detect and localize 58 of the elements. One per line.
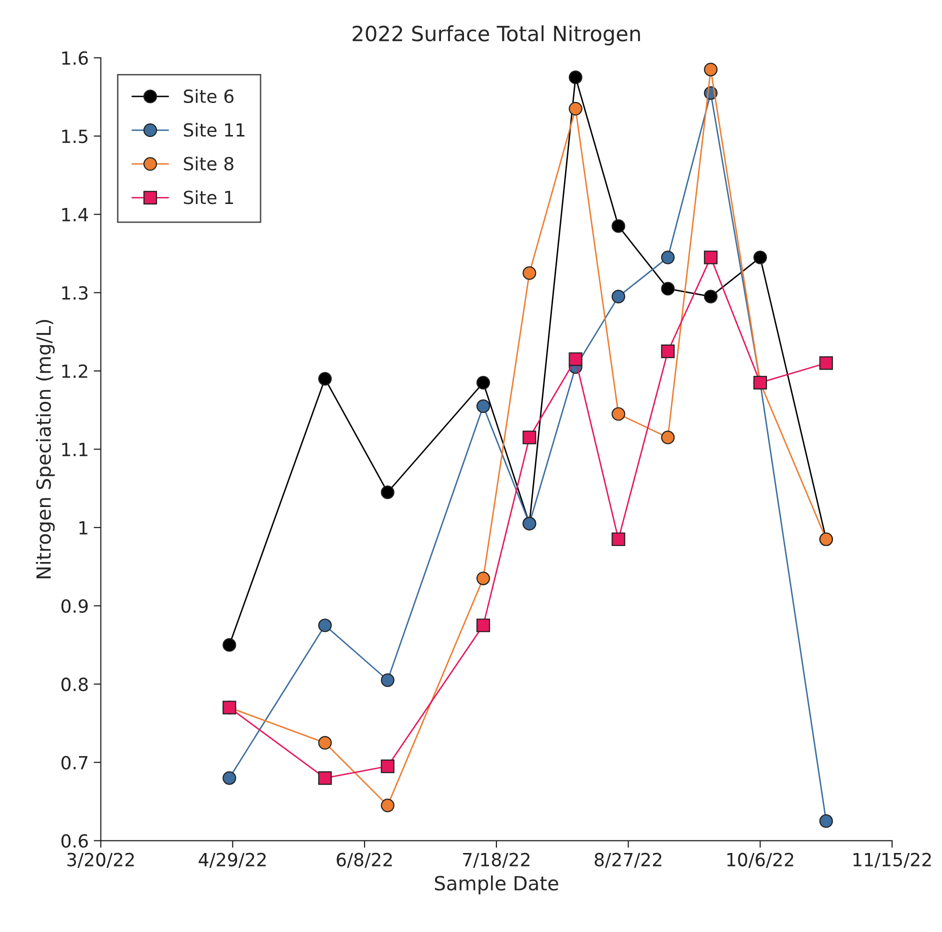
point: [704, 62, 718, 76]
x-tick-label: 4/29/22: [198, 852, 266, 868]
point: [318, 618, 332, 632]
point: [704, 250, 718, 264]
legend-label: Site 11: [184, 122, 244, 137]
point: [222, 638, 236, 652]
chart-title: 2022 Surface Total Nitrogen: [352, 25, 640, 46]
y-tick-label: 0.7: [61, 756, 88, 770]
point: [476, 618, 490, 632]
point: [380, 759, 394, 774]
point: [568, 70, 582, 84]
x-tick-label: 10/6/22: [727, 852, 794, 868]
point: [612, 407, 626, 421]
point: [476, 572, 490, 586]
point: [704, 290, 718, 304]
y-tick-label: 1.4: [62, 208, 88, 222]
y-tick-label: 1.5: [62, 130, 88, 144]
point: [661, 430, 675, 444]
point: [568, 102, 582, 116]
point: [318, 771, 332, 785]
y-tick-label: 0.9: [61, 599, 88, 613]
y-tick-label: 0.6: [61, 834, 88, 848]
x-tick-label: 8/27/22: [594, 852, 662, 868]
y-tick-label: 1.3: [62, 286, 88, 300]
x-tick-label: 3/20/22: [67, 852, 134, 868]
point: [819, 356, 833, 370]
point: [522, 266, 536, 280]
point: [318, 736, 332, 750]
x-tick-label: 11/15/22: [854, 852, 931, 868]
y-tick-label: 1.1: [62, 442, 88, 456]
y-tick-label: 1: [79, 521, 88, 534]
x-tick-label: 7/18/22: [463, 852, 530, 868]
x-axis-title: Sample Date: [434, 876, 558, 894]
point: [612, 219, 626, 233]
legend-label: Site 1: [184, 190, 233, 204]
point: [222, 771, 236, 785]
point: [819, 814, 833, 828]
point: [476, 399, 490, 413]
point: [661, 344, 675, 358]
point: [568, 352, 582, 366]
point: [661, 282, 675, 296]
legend-label: Site 6: [184, 89, 234, 104]
y-tick-label: 0.8: [61, 678, 88, 692]
x-tick-label: 6/8/22: [336, 852, 392, 868]
legend-label: Site 8: [184, 156, 234, 171]
point: [612, 532, 626, 546]
point: [380, 485, 394, 500]
y-tick-label: 1.6: [62, 51, 88, 65]
y-tick-label: 1.2: [62, 364, 88, 378]
point: [380, 673, 394, 687]
point: [612, 290, 626, 304]
point: [753, 250, 767, 264]
point: [318, 372, 332, 386]
point: [380, 798, 394, 812]
point: [476, 376, 490, 390]
point: [661, 250, 675, 264]
point: [522, 430, 536, 444]
y-axis-title: Nitrogen Speciation (mg/L): [36, 320, 55, 578]
